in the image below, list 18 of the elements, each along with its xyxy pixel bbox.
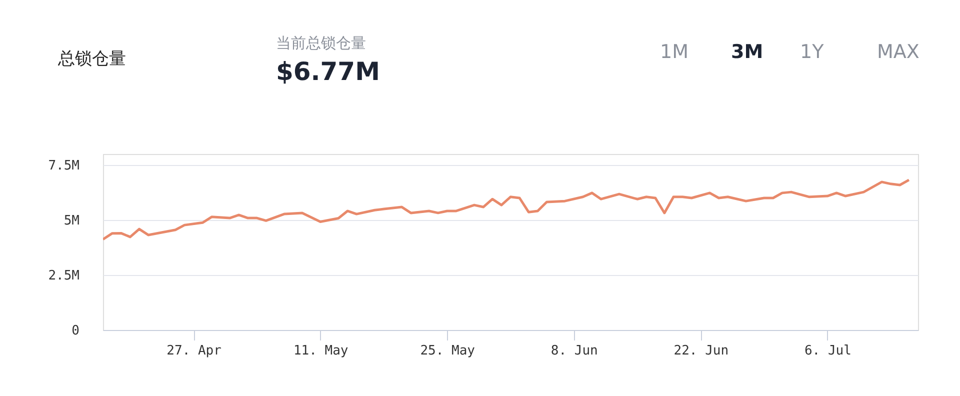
text: 总锁仓量 bbox=[57, 49, 126, 69]
y-tick-label: 0 bbox=[72, 324, 80, 338]
x-tick-label: 25. May bbox=[420, 344, 476, 358]
text: 3M bbox=[731, 41, 764, 63]
line-series bbox=[103, 178, 910, 241]
text: $6.77M bbox=[276, 57, 380, 86]
y-tick-label: 2.5M bbox=[48, 268, 80, 284]
text: 1M bbox=[660, 41, 688, 63]
y-tick-label: 5M bbox=[64, 214, 80, 228]
x-tick-label: 8. Jun bbox=[550, 344, 598, 358]
y-tick-label: 7.5M bbox=[48, 158, 80, 174]
text: 当前总锁仓量 bbox=[276, 34, 366, 52]
x-tick-label: 6. Jul bbox=[804, 344, 852, 358]
text: MAX bbox=[877, 41, 920, 63]
x-tick-label: 11. May bbox=[293, 344, 348, 358]
x-tick-label: 22. Jun bbox=[674, 344, 729, 358]
text: 1Y bbox=[800, 41, 824, 63]
x-tick-label: 27. Apr bbox=[166, 344, 222, 358]
